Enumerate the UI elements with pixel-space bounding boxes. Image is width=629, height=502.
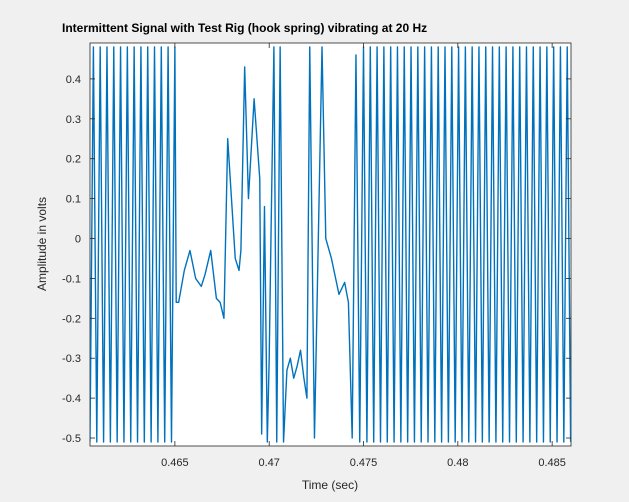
x-tick-label: 0.47: [258, 457, 279, 469]
x-axis-label: Time (sec): [302, 478, 358, 492]
signal-line: [90, 46, 571, 443]
chart-title: Intermittent Signal with Test Rig (hook …: [62, 21, 427, 35]
y-tick-label: 0.1: [66, 194, 81, 206]
y-axis: -0.5 -0.4 -0.3 -0.2 -0.1 0 0.1 0.2 0.3 0.4: [62, 74, 571, 445]
x-tick-label: 0.48: [447, 457, 468, 469]
x-tick-label: 0.475: [350, 457, 378, 469]
y-axis-label: Amplitude in volts: [35, 197, 49, 291]
x-tick-label: 0.465: [161, 457, 189, 469]
y-tick-label: -0.3: [62, 353, 81, 365]
series-line: [90, 46, 571, 443]
y-tick-label: 0.4: [66, 74, 81, 86]
x-tick-label: 0.485: [538, 457, 566, 469]
y-tick-label: 0.3: [66, 114, 81, 126]
y-tick-label: -0.5: [62, 433, 81, 445]
y-tick-label: -0.1: [62, 273, 81, 285]
x-axis: 0.465 0.47 0.475 0.48 0.485: [161, 43, 566, 469]
y-tick-label: 0: [75, 234, 81, 246]
y-tick-label: -0.2: [62, 313, 81, 325]
y-tick-label: -0.4: [62, 393, 81, 405]
y-tick-label: 0.2: [66, 154, 81, 166]
